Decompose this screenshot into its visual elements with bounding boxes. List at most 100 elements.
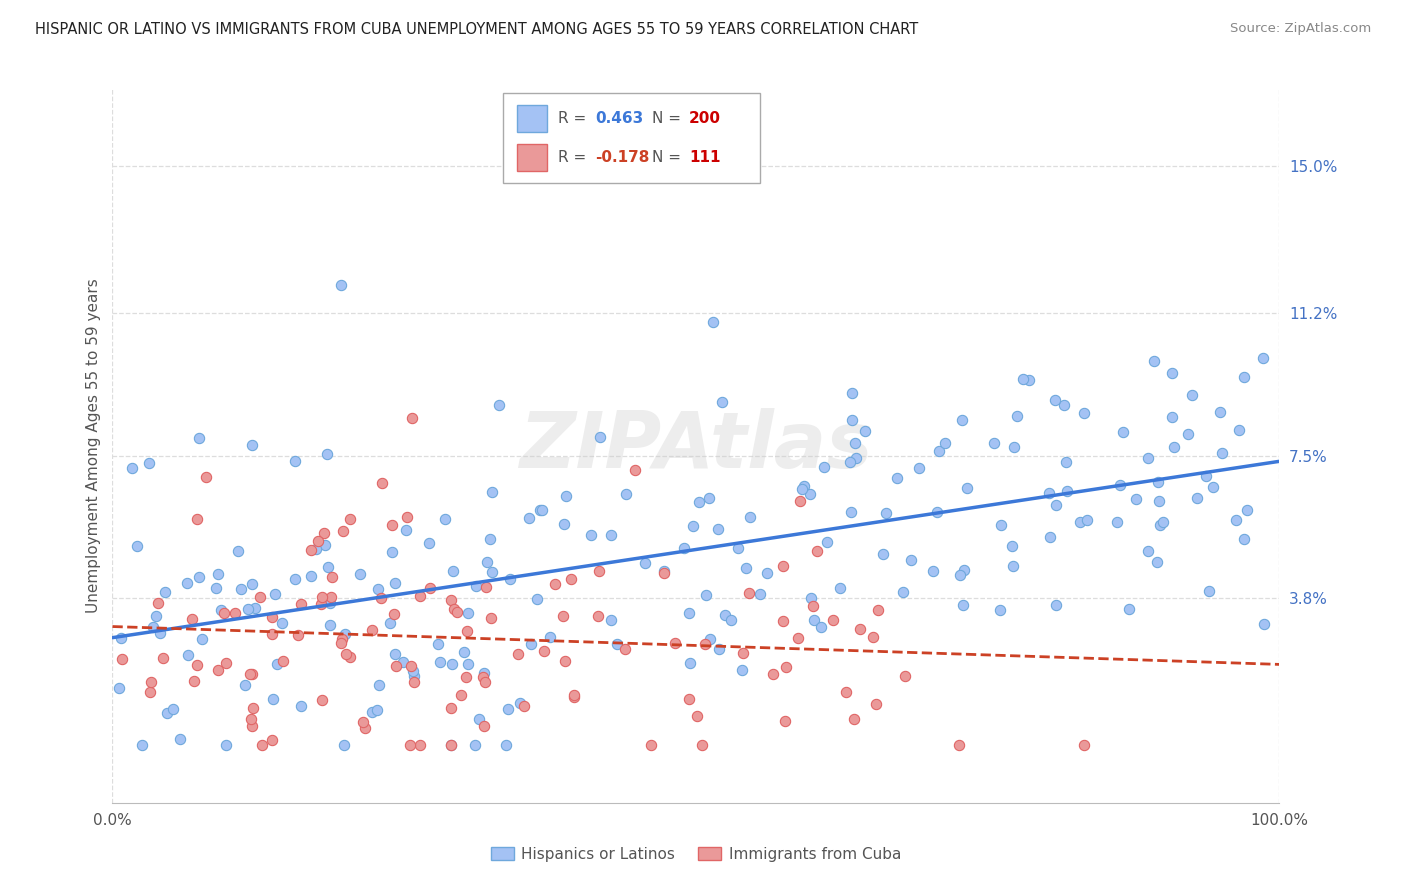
Point (1149, 493, 1171, 508)
Text: HISPANIC OR LATINO VS IMMIGRANTS FROM CUBA UNEMPLOYMENT AMONG AGES 55 TO 59 YEAR: HISPANIC OR LATINO VS IMMIGRANTS FROM CU… (35, 22, 918, 37)
Point (472, 665, 495, 680)
Point (956, 481, 979, 495)
Point (1054, 455, 1077, 469)
Point (1073, 738, 1095, 752)
Point (176, 576, 198, 591)
Point (305, 542, 328, 557)
Point (352, 714, 374, 729)
Point (183, 674, 205, 689)
Point (1112, 425, 1135, 440)
Point (138, 456, 160, 470)
Point (509, 696, 531, 710)
Point (845, 451, 868, 466)
Point (177, 648, 200, 663)
Point (949, 568, 972, 582)
Point (186, 512, 208, 526)
Point (349, 567, 371, 582)
Point (664, 636, 686, 650)
Point (287, 627, 309, 641)
Point (273, 654, 295, 668)
Point (948, 738, 970, 752)
Point (381, 517, 404, 532)
Point (240, 667, 263, 681)
Point (801, 599, 824, 613)
Point (361, 623, 384, 637)
Point (395, 523, 418, 537)
Point (553, 516, 575, 531)
Point (111, 652, 134, 666)
Point (800, 591, 823, 606)
Point (125, 540, 148, 554)
Point (495, 738, 517, 752)
Point (204, 582, 226, 596)
Point (409, 589, 432, 603)
Point (1069, 515, 1091, 529)
Point (1233, 532, 1256, 546)
Point (711, 395, 734, 409)
Point (699, 632, 721, 646)
Point (1209, 405, 1232, 419)
Point (928, 443, 950, 458)
Point (330, 278, 353, 293)
Y-axis label: Unemployment Among Ages 55 to 59 years: Unemployment Among Ages 55 to 59 years (86, 278, 101, 614)
Text: R =: R = (558, 111, 592, 126)
Point (952, 598, 974, 612)
Point (727, 541, 749, 555)
Point (441, 564, 464, 578)
Legend: Hispanics or Latinos, Immigrants from Cuba: Hispanics or Latinos, Immigrants from Cu… (484, 839, 908, 870)
Point (1053, 398, 1076, 412)
Point (142, 620, 165, 634)
Point (530, 503, 553, 517)
Point (149, 625, 172, 640)
Point (562, 690, 585, 705)
Point (907, 460, 929, 475)
Point (478, 532, 501, 546)
Point (562, 689, 585, 703)
Point (517, 511, 540, 525)
Text: 0.463: 0.463 (596, 111, 644, 126)
Bar (517, 104, 547, 132)
Point (233, 678, 256, 692)
Point (690, 738, 713, 752)
Bar (503, 93, 761, 183)
Point (1011, 372, 1033, 386)
Point (815, 534, 838, 549)
Point (402, 664, 425, 678)
Point (953, 563, 976, 577)
Point (240, 576, 263, 591)
Point (429, 655, 451, 669)
Point (1187, 491, 1209, 505)
Point (1043, 393, 1066, 408)
Point (886, 470, 908, 484)
Point (169, 731, 191, 746)
Point (207, 664, 229, 678)
Point (740, 510, 762, 524)
Point (187, 570, 209, 584)
Point (360, 706, 382, 720)
Point (891, 585, 914, 599)
Point (457, 606, 479, 620)
Point (131, 738, 153, 752)
Point (155, 584, 177, 599)
Point (330, 636, 353, 650)
Point (775, 660, 797, 674)
Point (828, 582, 851, 596)
Point (983, 436, 1005, 450)
Point (399, 738, 422, 752)
Point (496, 701, 519, 715)
Point (806, 544, 828, 558)
Point (551, 608, 574, 623)
Point (354, 721, 377, 735)
Point (446, 605, 468, 619)
Point (1002, 440, 1025, 454)
Point (209, 603, 232, 617)
Point (312, 526, 335, 541)
Point (299, 543, 322, 558)
Point (229, 582, 252, 596)
Point (311, 590, 333, 604)
Point (927, 505, 949, 519)
Point (181, 611, 204, 625)
Point (316, 559, 339, 574)
Point (835, 684, 858, 698)
Point (186, 657, 208, 672)
